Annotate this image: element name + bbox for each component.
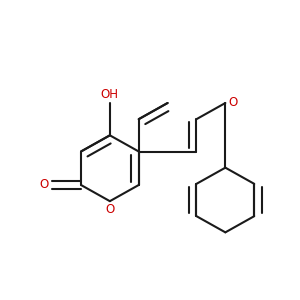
Text: O: O	[39, 178, 49, 191]
Text: O: O	[228, 97, 237, 110]
Text: OH: OH	[101, 88, 119, 101]
Text: O: O	[105, 203, 115, 217]
